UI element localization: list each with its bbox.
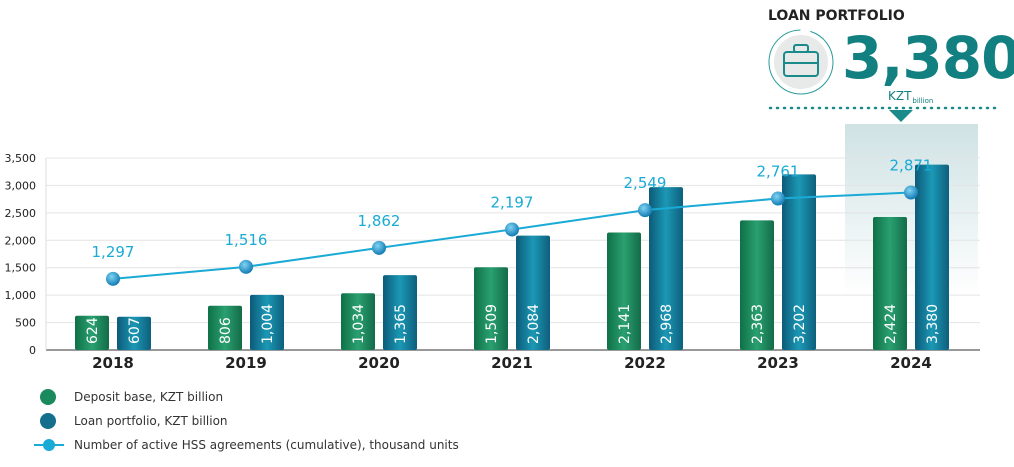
legend-swatch — [40, 413, 56, 429]
bar-value-label: 2,968 — [659, 304, 675, 344]
bar-value-label: 1,004 — [260, 304, 276, 344]
y-tick-label: 3,000 — [5, 179, 37, 192]
bar-value-label: 2,363 — [750, 304, 766, 344]
hss-point — [904, 185, 918, 200]
hss-point — [771, 191, 785, 206]
y-tick-label: 1,000 — [5, 289, 37, 302]
bar-value-label: 806 — [218, 317, 234, 344]
bar-value-label: 2,141 — [617, 304, 633, 344]
hss-value-label: 2,871 — [890, 157, 933, 175]
hss-value-label: 1,862 — [358, 212, 401, 230]
bar-value-label: 3,380 — [925, 304, 941, 344]
hss-point — [239, 259, 253, 274]
highlight-value: 3,380 — [842, 24, 1014, 92]
hss-value-label: 2,549 — [624, 174, 667, 192]
x-tick-label: 2023 — [757, 354, 799, 372]
bar-value-label: 1,509 — [484, 304, 500, 344]
loan-bar — [649, 187, 683, 350]
x-tick-label: 2021 — [491, 354, 533, 372]
x-tick-label: 2019 — [225, 354, 267, 372]
y-tick-label: 1,500 — [5, 262, 37, 275]
loan-bar — [915, 164, 949, 350]
hss-point — [638, 203, 652, 218]
loan-bar — [383, 275, 417, 350]
legend-hss: Number of active HSS agreements (cumulat… — [34, 437, 459, 453]
x-tick-label: 2022 — [624, 354, 666, 372]
hss-value-label: 2,761 — [757, 163, 800, 181]
highlight-band — [845, 124, 978, 296]
y-tick-label: 500 — [15, 317, 36, 330]
highlight-title: LOAN PORTFOLIO — [768, 8, 905, 24]
deposit-bar — [873, 217, 907, 350]
legend-label: Deposit base, KZT billion — [74, 390, 224, 404]
loan-bar — [516, 235, 550, 350]
hss-value-label: 1,297 — [92, 243, 135, 261]
y-tick-label: 3,500 — [5, 152, 37, 165]
deposit-bar — [740, 220, 774, 350]
loan-bar — [250, 294, 284, 350]
legend-swatch — [40, 389, 56, 405]
pointer-triangle — [889, 110, 913, 122]
loan-bar — [782, 174, 816, 350]
legend-label: Loan portfolio, KZT billion — [74, 414, 228, 428]
deposit-bar — [75, 315, 109, 350]
x-tick-label: 2024 — [890, 354, 932, 372]
hss-value-label: 2,197 — [491, 193, 534, 211]
bar-value-label: 1,365 — [393, 304, 409, 344]
hss-point — [372, 240, 386, 255]
bar-value-label: 3,202 — [792, 304, 808, 344]
loan-bar — [117, 316, 151, 350]
bar-value-label: 607 — [127, 317, 143, 344]
x-tick-label: 2020 — [358, 354, 400, 372]
bar-value-label: 2,084 — [526, 304, 542, 344]
bar-value-label: 1,034 — [351, 304, 367, 344]
briefcase-icon — [768, 29, 834, 95]
y-tick-label: 2,500 — [5, 207, 37, 220]
hss-value-label: 1,516 — [225, 231, 268, 249]
x-tick-label: 2018 — [92, 354, 134, 372]
highlight-unit: KZTbillion — [888, 89, 933, 108]
deposit-bar — [474, 267, 508, 350]
bar-value-label: 624 — [85, 317, 101, 344]
deposit-bar — [341, 293, 375, 350]
deposit-bar — [607, 232, 641, 350]
deposit-bar — [208, 305, 242, 350]
legend-swatch — [34, 439, 64, 451]
y-tick-label: 2,000 — [5, 234, 37, 247]
legend-deposit: Deposit base, KZT billion — [40, 389, 223, 405]
hss-point — [106, 271, 120, 286]
legend-label: Number of active HSS agreements (cumulat… — [74, 438, 459, 452]
bar-value-label: 2,424 — [883, 304, 899, 344]
y-tick-label: 0 — [29, 344, 36, 357]
unit-sub: billion — [912, 97, 934, 105]
unit: KZT — [888, 89, 912, 103]
loan-portfolio-highlight: LOAN PORTFOLIO 3,380 KZTbillion — [768, 0, 1014, 125]
legend-loan: Loan portfolio, KZT billion — [40, 413, 228, 429]
hss-point — [505, 222, 519, 237]
